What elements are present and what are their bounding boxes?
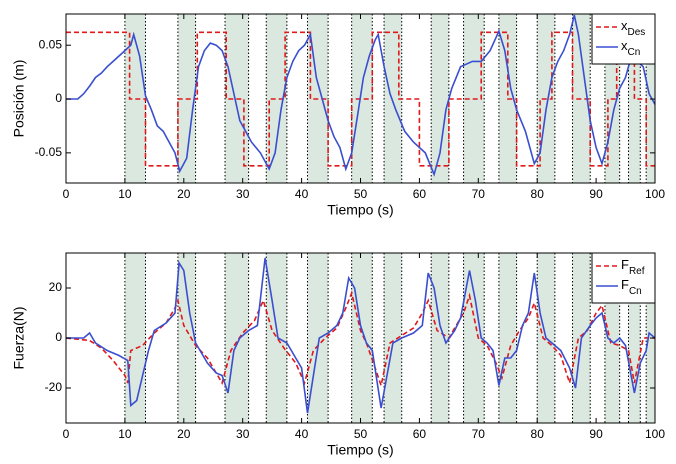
x-tick-label: 90 bbox=[589, 427, 603, 441]
legend-name: x bbox=[621, 38, 628, 53]
shaded-region bbox=[351, 14, 373, 183]
x-tick-label: 50 bbox=[354, 187, 368, 201]
shaded-region bbox=[498, 253, 517, 423]
legend-label: FRef bbox=[621, 257, 645, 276]
x-tick-label: 20 bbox=[177, 427, 191, 441]
x-tick-label: 60 bbox=[413, 427, 427, 441]
subplot: 0 10 20 30 40 50 60 70 80 90 100 -20 0 20 Tiempo (s) Fu… bbox=[11, 252, 665, 458]
legend-label: xDes bbox=[621, 18, 645, 37]
shaded-region bbox=[628, 253, 641, 423]
x-tick-label: 70 bbox=[472, 187, 486, 201]
y-axis-label: Posición (m) bbox=[11, 60, 27, 138]
data-line bbox=[65, 290, 655, 389]
x-tick-label: 30 bbox=[236, 427, 250, 441]
shaded-region bbox=[384, 253, 402, 423]
legend-subscript: Cn bbox=[629, 286, 642, 297]
x-tick-label: 80 bbox=[531, 427, 545, 441]
legend-label: FCn bbox=[621, 277, 642, 296]
shaded-region bbox=[177, 253, 196, 423]
y-tick-label: 20 bbox=[49, 280, 63, 294]
legend-subscript: Des bbox=[628, 27, 646, 38]
data-line bbox=[66, 31, 655, 167]
x-tick-label: 50 bbox=[354, 427, 368, 441]
legend-name: F bbox=[621, 277, 629, 292]
shaded-region bbox=[572, 14, 591, 183]
y-tick-label: -20 bbox=[45, 380, 63, 394]
legend-subscript: Ref bbox=[629, 266, 645, 277]
y-tick-label: 0.05 bbox=[39, 37, 63, 51]
x-tick-label: 10 bbox=[118, 427, 132, 441]
x-axis-label: Tiempo (s) bbox=[327, 202, 393, 218]
x-tick-label: 30 bbox=[236, 187, 250, 201]
legend-name: x bbox=[621, 18, 628, 33]
shaded-region bbox=[266, 253, 287, 423]
x-tick-label: 100 bbox=[645, 427, 665, 441]
x-tick-label: 10 bbox=[118, 187, 132, 201]
x-axis-label: Tiempo (s) bbox=[327, 442, 393, 458]
x-tick-label: 70 bbox=[472, 427, 486, 441]
x-tick-label: 90 bbox=[589, 187, 603, 201]
shaded-region bbox=[646, 14, 655, 183]
x-tick-label: 40 bbox=[295, 187, 309, 201]
shaded-region bbox=[124, 253, 146, 423]
shaded-region bbox=[384, 14, 402, 183]
y-axis-label: Fuerza(N) bbox=[11, 306, 27, 369]
y-tick-label: 0 bbox=[55, 330, 62, 344]
x-tick-label: 0 bbox=[63, 427, 70, 441]
data-line bbox=[66, 14, 656, 177]
legend-subscript: Cn bbox=[628, 47, 641, 58]
shaded-region bbox=[431, 253, 449, 423]
shaded-region bbox=[266, 14, 287, 183]
x-tick-label: 80 bbox=[531, 187, 545, 201]
shaded-region bbox=[225, 253, 249, 423]
x-tick-label: 100 bbox=[645, 187, 665, 201]
x-tick-label: 0 bbox=[63, 187, 70, 201]
x-tick-label: 20 bbox=[177, 187, 191, 201]
shaded-region bbox=[431, 14, 449, 183]
x-tick-label: 60 bbox=[413, 187, 427, 201]
x-tick-label: 40 bbox=[295, 427, 309, 441]
legend-box bbox=[591, 252, 656, 304]
shaded-region bbox=[351, 253, 373, 423]
data-line bbox=[66, 257, 656, 414]
y-tick-label: -0.05 bbox=[35, 145, 63, 159]
legend-name: F bbox=[621, 257, 629, 272]
legend-box bbox=[591, 13, 656, 65]
y-tick-label: 0 bbox=[55, 91, 62, 105]
legend-label: xCn bbox=[621, 38, 640, 57]
subplot: 0 10 20 30 40 50 60 70 80 90 100 -0.05 0 0.05 Tiempo (… bbox=[11, 13, 665, 218]
